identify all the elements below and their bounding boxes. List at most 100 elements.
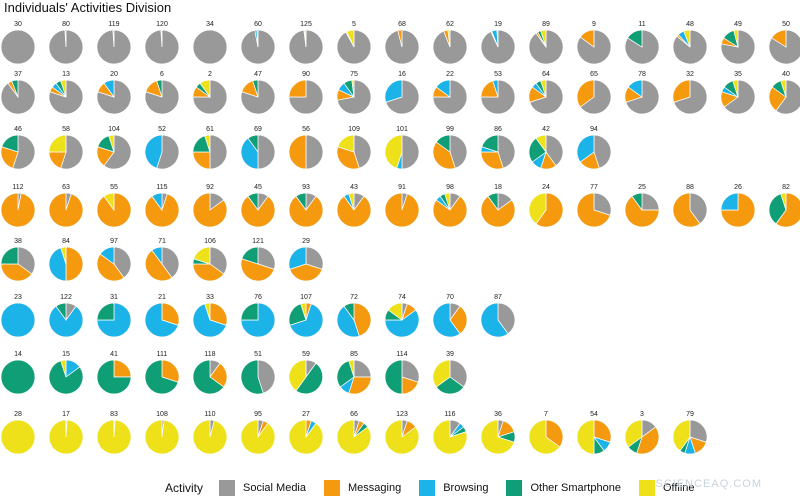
pie-label-80: 80 [62, 21, 70, 28]
pie-74 [384, 302, 420, 338]
pie-31-slice-other [96, 302, 115, 321]
pie-82-slice-offline [780, 192, 787, 211]
pie-38 [0, 246, 36, 282]
pie-42 [528, 134, 564, 170]
pie-36-slice-offline [480, 419, 515, 455]
pie-95-slice-offline [240, 419, 276, 455]
pie-111-slice-messaging [161, 359, 180, 383]
pie-label-13: 13 [62, 71, 70, 78]
pie-121-slice-other [241, 246, 259, 265]
pie-88-slice-messaging [672, 192, 701, 228]
pie-label-69: 69 [254, 126, 262, 133]
pie-38-slice-social [17, 246, 36, 275]
pie-label-36: 36 [494, 411, 502, 418]
pie-22 [432, 79, 468, 115]
pie-5 [336, 29, 372, 65]
pie-56 [288, 134, 324, 170]
pie-84 [48, 246, 84, 282]
pie-94-slice-social [593, 134, 612, 169]
pie-89 [528, 29, 564, 65]
pie-label-121: 121 [252, 238, 264, 245]
pie-70-slice-messaging [449, 305, 468, 335]
pie-47-slice-other [252, 79, 259, 98]
pie-60 [240, 29, 276, 65]
pie-56-slice-social [305, 134, 324, 170]
pie-70-slice-browsing [432, 302, 461, 338]
pie-58-slice-offline [48, 134, 67, 153]
pie-39-slice-other [435, 376, 465, 395]
pie-61-slice-messaging [192, 151, 211, 170]
pie-25-slice-other [631, 192, 643, 212]
pie-120-slice-offline [160, 29, 163, 48]
pie-54-slice-offline [576, 419, 595, 455]
pie-104-slice-offline [108, 134, 115, 153]
pie-label-75: 75 [350, 71, 358, 78]
pie-19-slice-offline [496, 29, 499, 48]
pie-26 [720, 192, 756, 228]
pie-13 [48, 79, 84, 115]
pie-28 [0, 419, 36, 455]
pie-53-slice-browsing [492, 79, 499, 98]
pie-112-slice-messaging [0, 192, 36, 228]
pie-label-71: 71 [158, 238, 166, 245]
pie-83 [96, 419, 132, 455]
pie-108 [144, 419, 180, 455]
pie-17-slice-offline [48, 419, 84, 455]
pie-104-slice-social [103, 134, 132, 170]
chart-title: Individuals' Activities Division [4, 0, 172, 15]
pie-77-slice-social [593, 192, 612, 216]
pie-label-120: 120 [156, 21, 168, 28]
legend-swatch-offline [638, 480, 655, 496]
pie-label-45: 45 [254, 184, 262, 191]
pie-55 [96, 192, 132, 228]
pie-label-47: 47 [254, 71, 262, 78]
pie-6-slice-other [156, 79, 163, 98]
pie-90 [288, 79, 324, 115]
pie-97-slice-messaging [96, 253, 125, 282]
pie-37-slice-other [11, 79, 19, 98]
pie-106-slice-messaging [192, 263, 225, 282]
pie-28-slice-offline [0, 419, 36, 455]
pie-33-slice-offline [204, 302, 211, 321]
pie-99 [432, 134, 468, 170]
pie-label-14: 14 [14, 351, 22, 358]
pie-label-108: 108 [156, 411, 168, 418]
pie-99-slice-other [435, 134, 451, 153]
pie-86-slice-social [497, 134, 516, 169]
pie-74-slice-browsing [384, 309, 420, 338]
pie-65 [576, 79, 612, 115]
legend-title: Activity [165, 481, 204, 495]
pie-42-slice-social [545, 134, 564, 167]
pie-72 [336, 302, 372, 338]
pie-label-109: 109 [348, 126, 360, 133]
pie-label-70: 70 [446, 294, 454, 301]
pie-15-slice-other [48, 360, 84, 395]
pie-label-119: 119 [108, 21, 119, 28]
pie-91 [384, 192, 420, 228]
pie-56-slice-messaging [288, 134, 307, 170]
pie-84-slice-offline [60, 246, 67, 265]
pie-93 [288, 192, 324, 228]
pie-109-slice-messaging [336, 146, 360, 170]
pie-43-slice-messaging [336, 195, 372, 228]
pie-87-slice-social [497, 302, 516, 335]
pie-label-27: 27 [302, 411, 310, 418]
pie-21-slice-messaging [161, 302, 180, 326]
pie-82 [768, 192, 800, 228]
legend-label-messaging: Messaging [348, 482, 402, 494]
pie-79-slice-offline [672, 419, 691, 452]
pie-label-30: 30 [14, 21, 22, 28]
legend-item-browsing: Browsing [419, 480, 488, 496]
pie-19 [480, 29, 516, 65]
pie-59-slice-offline [288, 359, 307, 392]
pie-115 [144, 192, 180, 228]
pie-label-37: 37 [14, 71, 22, 78]
pie-32 [672, 79, 708, 115]
pie-32-slice-messaging [672, 79, 691, 103]
pie-63 [48, 192, 84, 228]
pie-38-slice-messaging [0, 263, 33, 282]
pie-42-slice-offline [535, 134, 547, 154]
pie-label-110: 110 [204, 411, 215, 418]
pie-label-89: 89 [542, 21, 550, 28]
pie-71-slice-messaging [144, 249, 173, 282]
